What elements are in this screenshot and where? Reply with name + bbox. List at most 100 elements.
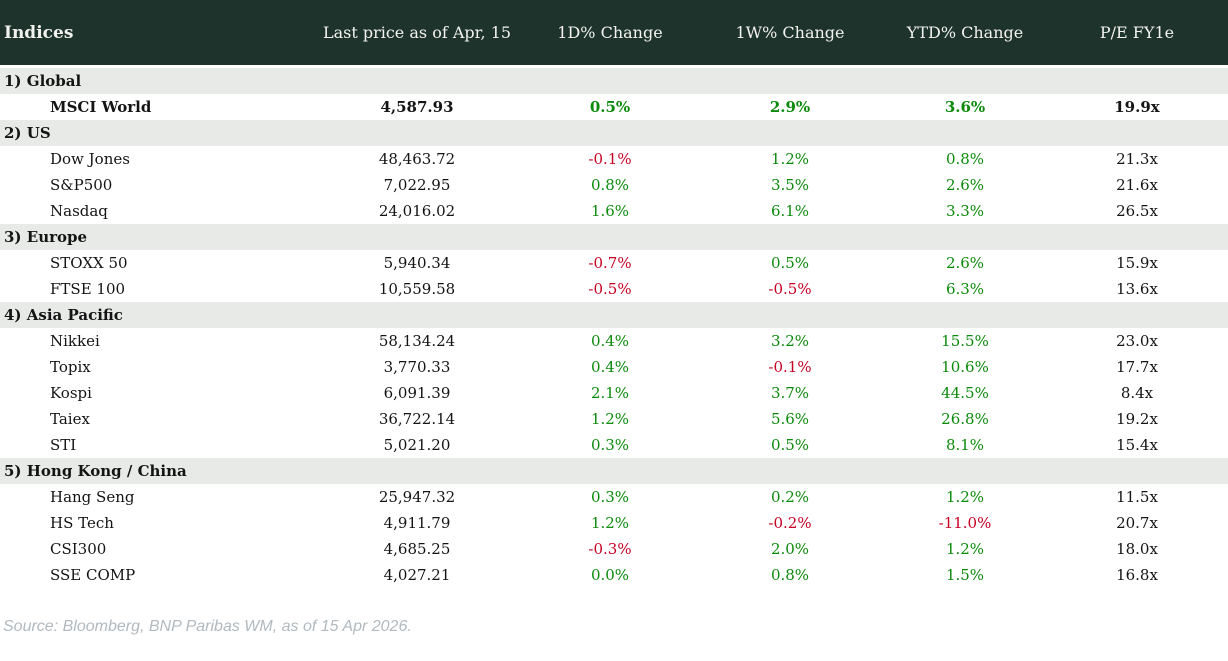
index-row: STI 5,021.20 0.3% 0.5% 8.1% 15.4x [0, 432, 1228, 458]
index-row: Topix 3,770.33 0.4% -0.1% 10.6% 17.7x [0, 354, 1228, 380]
section-row: 3) Europe [0, 224, 1228, 250]
section-row: 1) Global [0, 66, 1228, 94]
last-price: 10,559.58 [378, 280, 456, 298]
change-ytd: 26.8% [941, 410, 989, 428]
change-1d: 0.8% [590, 176, 630, 194]
last-price: 5,021.20 [383, 436, 451, 454]
last-price: 36,722.14 [378, 410, 456, 428]
last-price: 7,022.95 [383, 176, 451, 194]
pe-ratio: 15.4x [1116, 436, 1158, 454]
index-row: FTSE 100 10,559.58 -0.5% -0.5% 6.3% 13.6x [0, 276, 1228, 302]
change-ytd: 44.5% [941, 384, 989, 402]
index-name: S&P500 [50, 176, 113, 194]
index-row: S&P500 7,022.95 0.8% 3.5% 2.6% 21.6x [0, 172, 1228, 198]
source-note: Source: Bloomberg, BNP Paribas WM, as of… [3, 618, 412, 635]
change-ytd: 10.6% [941, 358, 989, 376]
change-ytd: 1.5% [945, 566, 985, 584]
index-name: STOXX 50 [50, 254, 128, 272]
last-price: 4,027.21 [383, 566, 451, 584]
index-row: SSE COMP 4,027.21 0.0% 0.8% 1.5% 16.8x [0, 562, 1228, 588]
change-1w: -0.5% [768, 280, 812, 298]
section-row: 2) US [0, 120, 1228, 146]
change-1d: 0.0% [590, 566, 630, 584]
index-name: SSE COMP [50, 566, 136, 584]
header-row: Indices Last price as of Apr, 15 1D% Cha… [0, 0, 1228, 68]
index-row: Hang Seng 25,947.32 0.3% 0.2% 1.2% 11.5x [0, 484, 1228, 510]
change-1w: 1.2% [770, 150, 810, 168]
index-row: Kospi 6,091.39 2.1% 3.7% 44.5% 8.4x [0, 380, 1228, 406]
change-1w: 0.8% [770, 566, 810, 584]
change-1d: -0.5% [588, 280, 632, 298]
pe-ratio: 20.7x [1116, 514, 1158, 532]
change-1w: 2.9% [769, 98, 811, 116]
change-ytd: 15.5% [941, 332, 989, 350]
index-name: HS Tech [50, 514, 114, 532]
change-1d: 2.1% [590, 384, 630, 402]
pe-ratio: 16.8x [1116, 566, 1158, 584]
index-row: Nasdaq 24,016.02 1.6% 6.1% 3.3% 26.5x [0, 198, 1228, 224]
change-1w: 5.6% [770, 410, 810, 428]
col-header-ytd-change: YTD% Change [884, 0, 1046, 68]
index-row: Dow Jones 48,463.72 -0.1% 1.2% 0.8% 21.3x [0, 146, 1228, 172]
change-1w: 0.2% [770, 488, 810, 506]
change-1d: 0.4% [590, 358, 630, 376]
index-row: HS Tech 4,911.79 1.2% -0.2% -11.0% 20.7x [0, 510, 1228, 536]
index-name: Taiex [50, 410, 90, 428]
last-price: 4,911.79 [383, 514, 451, 532]
index-name: FTSE 100 [50, 280, 126, 298]
index-row: CSI300 4,685.25 -0.3% 2.0% 1.2% 18.0x [0, 536, 1228, 562]
index-row: Nikkei 58,134.24 0.4% 3.2% 15.5% 23.0x [0, 328, 1228, 354]
col-header-last-price: Last price as of Apr, 15 [310, 0, 524, 68]
last-price: 25,947.32 [378, 488, 456, 506]
change-1d: 1.6% [590, 202, 630, 220]
pe-ratio: 11.5x [1116, 488, 1158, 506]
change-1d: 0.3% [590, 488, 630, 506]
change-1d: 0.4% [590, 332, 630, 350]
change-1d: 1.2% [590, 514, 630, 532]
change-1d: 1.2% [590, 410, 630, 428]
pe-ratio: 19.9x [1114, 98, 1160, 116]
change-1d: -0.7% [588, 254, 632, 272]
change-ytd: 1.2% [945, 488, 985, 506]
change-1w: 6.1% [770, 202, 810, 220]
index-name: Hang Seng [50, 488, 135, 506]
change-ytd: 3.3% [945, 202, 985, 220]
indices-table-body: 1) Global MSCI World 4,587.93 0.5% 2.9% 3.6% 1… [0, 66, 1228, 589]
pe-ratio: 13.6x [1116, 280, 1158, 298]
index-name: Kospi [50, 384, 92, 402]
index-name: Dow Jones [50, 150, 130, 168]
section-label: 3) Europe [0, 224, 1228, 250]
index-row: MSCI World 4,587.93 0.5% 2.9% 3.6% 19.9x [0, 94, 1228, 120]
col-header-1d-change: 1D% Change [524, 0, 696, 68]
pe-ratio: 21.6x [1116, 176, 1158, 194]
pe-ratio: 15.9x [1116, 254, 1158, 272]
change-ytd: 0.8% [945, 150, 985, 168]
col-header-indices: Indices [0, 0, 310, 68]
change-ytd: -11.0% [938, 514, 992, 532]
last-price: 24,016.02 [378, 202, 456, 220]
last-price: 5,940.34 [383, 254, 451, 272]
change-ytd: 8.1% [945, 436, 985, 454]
pe-ratio: 21.3x [1116, 150, 1158, 168]
pe-ratio: 23.0x [1116, 332, 1158, 350]
change-1d: -0.1% [588, 150, 632, 168]
change-ytd: 3.6% [944, 98, 986, 116]
pe-ratio: 8.4x [1120, 384, 1154, 402]
last-price: 6,091.39 [383, 384, 451, 402]
section-row: 4) Asia Pacific [0, 302, 1228, 328]
change-1w: 3.5% [770, 176, 810, 194]
change-1w: 0.5% [770, 436, 810, 454]
change-1w: 3.7% [770, 384, 810, 402]
index-row: STOXX 50 5,940.34 -0.7% 0.5% 2.6% 15.9x [0, 250, 1228, 276]
pe-ratio: 19.2x [1116, 410, 1158, 428]
last-price: 48,463.72 [378, 150, 456, 168]
change-ytd: 2.6% [945, 176, 985, 194]
last-price: 4,685.25 [383, 540, 451, 558]
pe-ratio: 26.5x [1116, 202, 1158, 220]
change-1w: -0.1% [768, 358, 812, 376]
index-name: CSI300 [50, 540, 107, 558]
section-label: 4) Asia Pacific [0, 302, 1228, 328]
index-row: Taiex 36,722.14 1.2% 5.6% 26.8% 19.2x [0, 406, 1228, 432]
index-name: STI [50, 436, 77, 454]
section-label: 2) US [0, 120, 1228, 146]
